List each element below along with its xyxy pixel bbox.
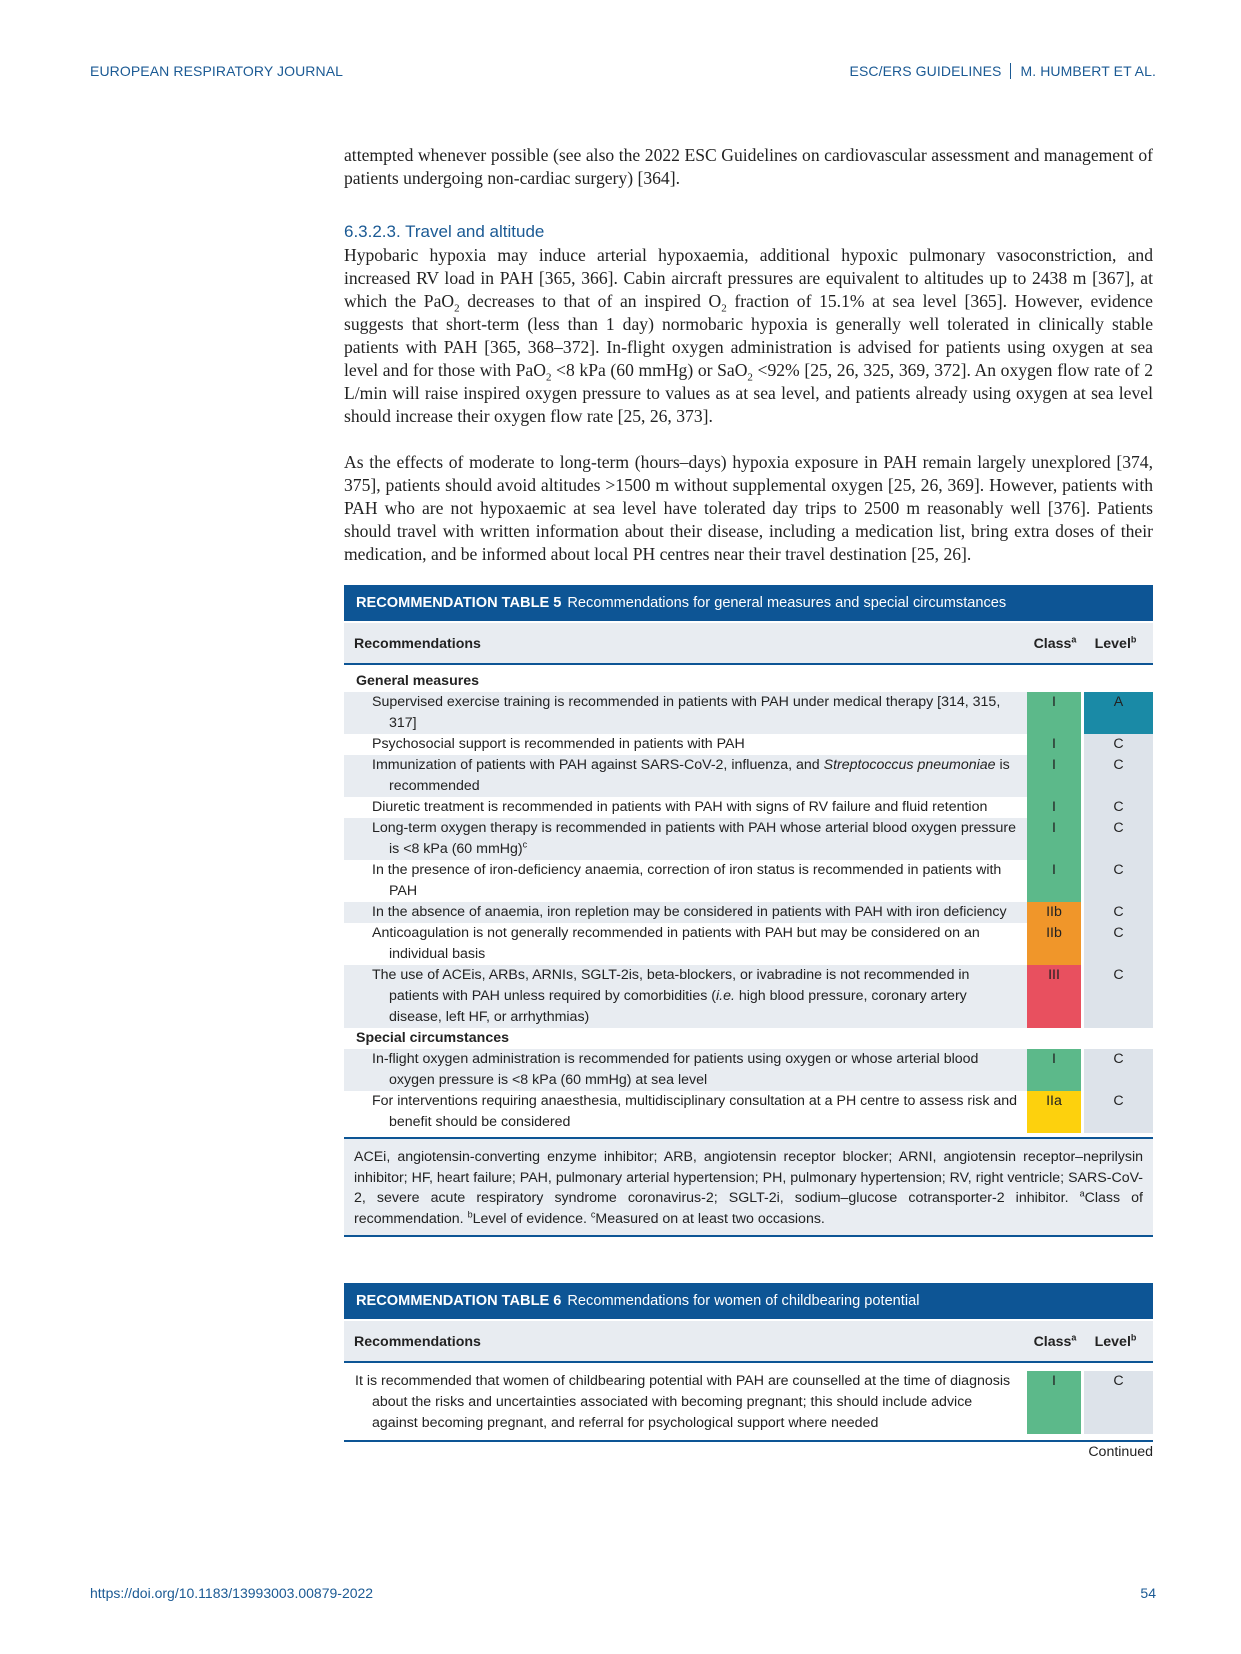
level-cell: C [1084, 923, 1153, 965]
level-cell: C [1084, 965, 1153, 1028]
col-class: Classa [1033, 634, 1077, 652]
level-cell: C [1084, 1049, 1153, 1091]
level-cell: C [1084, 860, 1153, 902]
col-level: Levelb [1094, 634, 1137, 652]
class-cell: I [1027, 1371, 1081, 1434]
table-row: Long-term oxygen therapy is recommended … [344, 818, 1153, 860]
table-label: RECOMMENDATION TABLE 6 [356, 1293, 562, 1309]
table-row: The use of ACEis, ARBs, ARNIs, SGLT-2is,… [344, 965, 1153, 1028]
journal-name: EUROPEAN RESPIRATORY JOURNAL [90, 63, 344, 79]
section-header: Special circumstances [356, 1030, 509, 1046]
recommendation-text: In the absence of anaemia, iron repletio… [344, 902, 1027, 923]
level-cell: C [1084, 734, 1153, 755]
section-label: ESC/ERS GUIDELINES [849, 63, 1002, 79]
table-footnote: ACEi, angiotensin-converting enzyme inhi… [344, 1137, 1153, 1237]
recommendation-text: In the presence of iron-deficiency anaem… [372, 862, 1002, 899]
recommendation-text: Anticoagulation is not generally recomme… [372, 925, 980, 962]
class-cell: I [1027, 797, 1081, 818]
table-header-row: Recommendations Classa Levelb [344, 1319, 1153, 1363]
recommendation-text: Immunization of patients with PAH agains… [344, 755, 1027, 797]
table-header-row: Recommendations Classa Levelb [344, 621, 1153, 665]
table-row: Diuretic treatment is recommended in pat… [344, 797, 1153, 818]
col-recommendations: Recommendations [354, 636, 481, 652]
table-row: In the presence of iron-deficiency anaem… [344, 860, 1153, 902]
running-header-right: ESC/ERS GUIDELINES M. HUMBERT ET AL. [850, 63, 1156, 79]
class-cell: III [1027, 965, 1081, 1028]
level-cell: C [1084, 902, 1153, 923]
table-title: RECOMMENDATION TABLE 6 Recommendations fo… [344, 1283, 1153, 1319]
col-recommendations: Recommendations [354, 1334, 481, 1350]
level-cell: C [1084, 818, 1153, 860]
recommendation-text: Diuretic treatment is recommended in pat… [372, 799, 988, 815]
body-text: attempted whenever possible (see also th… [344, 144, 1153, 1460]
table-row: It is recommended that women of childbea… [344, 1371, 1153, 1434]
paragraph-3: As the effects of moderate to long-term … [344, 452, 1153, 564]
recommendation-table-6: RECOMMENDATION TABLE 6 Recommendations fo… [344, 1283, 1153, 1460]
recommendation-text: In-flight oxygen administration is recom… [344, 1049, 1027, 1091]
class-cell: I [1027, 1049, 1081, 1091]
table-caption: Recommendations for women of childbearin… [567, 1293, 920, 1309]
table-row: Supervised exercise training is recommen… [344, 692, 1153, 734]
paragraph-1: attempted whenever possible (see also th… [344, 145, 1153, 188]
col-class: Classa [1033, 1332, 1077, 1350]
class-cell: I [1027, 755, 1081, 797]
recommendation-text: Psychosocial support is recommended in p… [372, 736, 745, 752]
continued-label: Continued [1088, 1444, 1153, 1460]
level-cell: A [1084, 692, 1153, 734]
doi-link[interactable]: https://doi.org/10.1183/13993003.00879-2… [90, 1585, 374, 1601]
class-cell: I [1027, 734, 1081, 755]
table-row: In-flight oxygen administration is recom… [344, 1049, 1153, 1091]
table-label: RECOMMENDATION TABLE 5 [356, 595, 562, 611]
level-cell: C [1084, 1371, 1153, 1434]
class-cell: I [1027, 860, 1081, 902]
table-row: For interventions requiring anaesthesia,… [344, 1091, 1153, 1133]
header-divider [1010, 63, 1012, 79]
table-row: In the absence of anaemia, iron repletio… [344, 902, 1153, 923]
table-body: It is recommended that women of childbea… [344, 1363, 1153, 1442]
recommendation-text: For interventions requiring anaesthesia,… [372, 1093, 1018, 1130]
table-caption: Recommendations for general measures and… [567, 595, 1007, 611]
class-cell: IIb [1027, 902, 1081, 923]
recommendation-text: It is recommended that women of childbea… [355, 1373, 1011, 1431]
class-cell: IIb [1027, 923, 1081, 965]
table-body: General measures Supervised exercise trai… [344, 665, 1153, 1133]
authors-label: M. HUMBERT ET AL. [1020, 63, 1156, 79]
class-cell: IIa [1027, 1091, 1081, 1133]
table-row: Immunization of patients with PAH agains… [344, 755, 1153, 797]
table-title: RECOMMENDATION TABLE 5 Recommendations fo… [344, 585, 1153, 621]
level-cell: C [1084, 755, 1153, 797]
col-level: Levelb [1094, 1332, 1137, 1350]
level-cell: C [1084, 797, 1153, 818]
section-header: General measures [356, 673, 480, 689]
table-row: Anticoagulation is not generally recomme… [344, 923, 1153, 965]
recommendation-table-5: RECOMMENDATION TABLE 5 Recommendations fo… [344, 585, 1153, 1237]
recommendation-text: Supervised exercise training is recommen… [344, 692, 1027, 734]
page-number: 54 [1140, 1585, 1156, 1601]
class-cell: I [1027, 692, 1081, 734]
class-cell: I [1027, 818, 1081, 860]
paragraph-2: Hypobaric hypoxia may induce arterial hy… [344, 245, 1154, 426]
recommendation-text: The use of ACEis, ARBs, ARNIs, SGLT-2is,… [344, 965, 1027, 1028]
recommendation-text: Long-term oxygen therapy is recommended … [344, 818, 1027, 860]
table-row: Psychosocial support is recommended in p… [344, 734, 1153, 755]
section-heading: 6.3.2.3. Travel and altitude [344, 222, 545, 241]
level-cell: C [1084, 1091, 1153, 1133]
